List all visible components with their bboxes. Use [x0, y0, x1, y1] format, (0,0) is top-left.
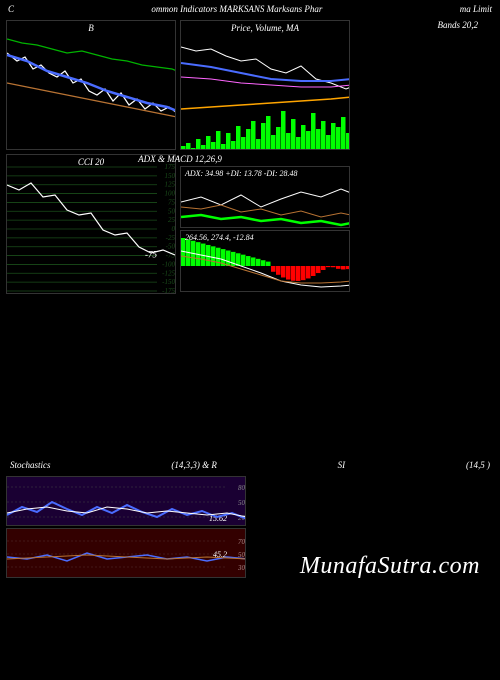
header-center: ommon Indicators MARKSANS Marksans Phar — [151, 4, 322, 14]
panel-title: B — [88, 23, 94, 33]
panel-title: Price, Volume, MA — [231, 23, 299, 33]
panel-b-chart: B — [6, 20, 176, 150]
panel-title: ADX & MACD 12,26,9 — [95, 154, 265, 166]
adx-subtitle: ADX: 34.98 +DI: 13.78 -DI: 28.48 — [185, 169, 298, 178]
svg-text:100: 100 — [165, 190, 176, 198]
stoch-row: 80502015.62 70503045.2 — [0, 474, 252, 580]
panel-adx-macd-stack: ADX & MACD 12,26,9 ADX: 34.98 +DI: 13.78… — [180, 154, 350, 294]
svg-text:-100: -100 — [162, 260, 175, 268]
page-header: C ommon Indicators MARKSANS Marksans Pha… — [0, 0, 500, 18]
chart-svg: 70503045.2 — [7, 529, 246, 578]
svg-text:80: 80 — [238, 484, 246, 492]
stoch-label-left: Stochastics — [10, 460, 51, 470]
svg-text:-50: -50 — [166, 243, 176, 251]
svg-text:150: 150 — [165, 172, 176, 180]
svg-text:-25: -25 — [166, 234, 176, 242]
svg-text:125: 125 — [165, 181, 176, 189]
chart-svg: 1751501251007550250-25-50-75-100-125-150… — [7, 155, 176, 294]
svg-text:50: 50 — [168, 207, 176, 215]
macd-subtitle: 264.56, 274.4, -12.84 — [185, 233, 254, 242]
header-left: C — [8, 4, 14, 14]
svg-text:-125: -125 — [162, 269, 175, 277]
svg-text:25: 25 — [168, 216, 176, 224]
watermark-text: MunafaSutra.com — [300, 553, 480, 580]
spacer — [0, 296, 500, 456]
svg-text:70: 70 — [238, 538, 246, 546]
header-right: ma Limit — [460, 4, 492, 14]
stoch-label-mid2: SI — [338, 460, 346, 470]
panel-cci: CCI 20 1751501251007550250-25-50-75-100-… — [6, 154, 176, 294]
stoch-label-mid1: (14,3,3) & R — [171, 460, 217, 470]
panel-rsi: 70503045.2 — [6, 528, 246, 578]
chart-row-1: B Price, Volume, MA Bands 20,2 — [0, 18, 500, 152]
panel-price-volume: Price, Volume, MA — [180, 20, 350, 150]
panel-stochastics: 80502015.62 — [6, 476, 246, 526]
svg-text:50: 50 — [238, 499, 246, 507]
svg-text:-150: -150 — [162, 278, 175, 286]
panel-adx: ADX: 34.98 +DI: 13.78 -DI: 28.48 — [180, 166, 350, 228]
svg-text:75: 75 — [168, 198, 176, 206]
stochastics-header: Stochastics (14,3,3) & R SI (14,5 ) — [0, 456, 500, 474]
chart-row-2: CCI 20 1751501251007550250-25-50-75-100-… — [0, 152, 500, 296]
svg-text:-175: -175 — [162, 287, 175, 294]
panel-title: Bands 20,2 — [354, 20, 484, 30]
chart-svg: 80502015.62 — [7, 477, 246, 526]
chart-svg — [181, 21, 350, 150]
panel-bands: Bands 20,2 — [354, 20, 484, 150]
chart-svg — [7, 21, 176, 150]
svg-text:0: 0 — [172, 225, 176, 233]
svg-text:30: 30 — [237, 564, 246, 572]
stoch-label-right: (14,5 ) — [466, 460, 490, 470]
panel-macd: 264.56, 274.4, -12.84 — [180, 230, 350, 292]
